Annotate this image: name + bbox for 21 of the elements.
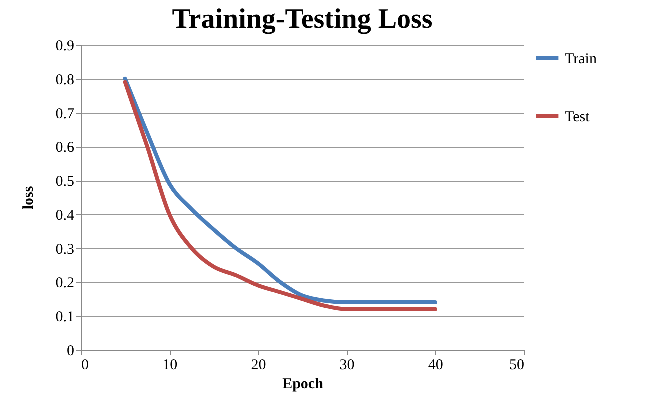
x-tick-label: 40 — [428, 358, 444, 374]
legend-label: Test — [565, 110, 591, 126]
x-axis-title: Epoch — [282, 376, 324, 392]
chart-title: Training-Testing Loss — [172, 4, 433, 35]
y-tick-label: 0 — [67, 344, 74, 360]
y-axis-title: loss — [20, 186, 37, 210]
x-tick-label: 20 — [251, 358, 266, 374]
x-tick-label: 30 — [340, 358, 355, 374]
y-tick-label: 0.6 — [56, 140, 75, 156]
x-tick-label: 0 — [82, 358, 89, 374]
legend-label: Train — [565, 52, 598, 68]
y-tick-label: 0.1 — [56, 310, 74, 326]
y-tick-label: 0.9 — [56, 38, 74, 54]
y-tick-label: 0.3 — [56, 242, 74, 258]
y-tick-label: 0.7 — [56, 106, 75, 122]
y-tick-label: 0.8 — [56, 72, 74, 88]
y-tick-label: 0.4 — [56, 208, 75, 224]
y-tick-label: 0.5 — [56, 174, 74, 190]
x-tick-label: 50 — [510, 358, 524, 374]
x-tick-label: 10 — [162, 358, 178, 374]
y-tick-label: 0.2 — [56, 276, 74, 292]
